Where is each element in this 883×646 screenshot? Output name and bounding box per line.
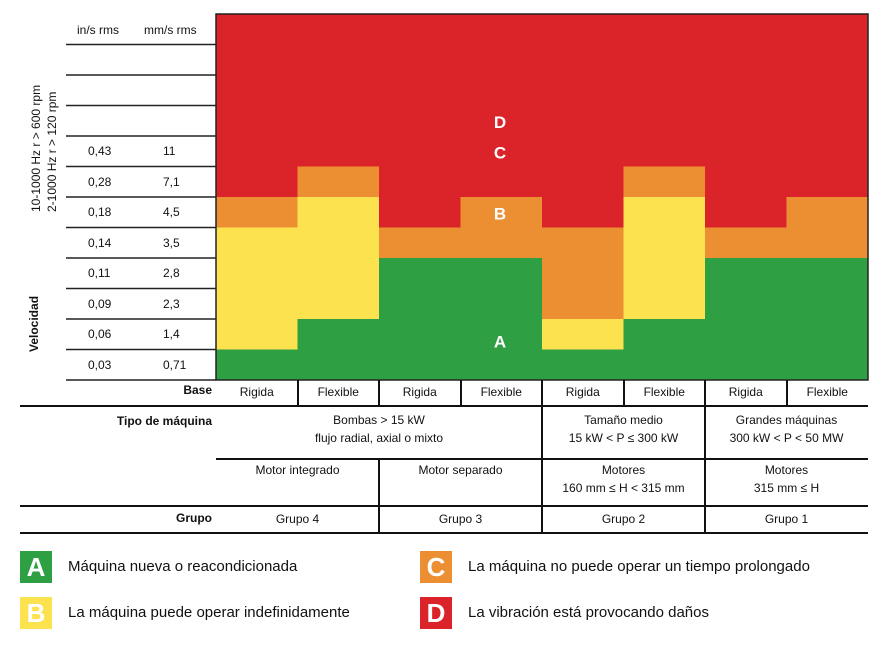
table-divider-base-7: [785, 380, 788, 405]
axis-label-freq-1: 10-1000 Hz r > 600 rpm: [29, 84, 43, 212]
legend-swatch-a: A: [20, 551, 52, 583]
threshold-mm-6: 1,4: [163, 327, 180, 341]
threshold-mm-0: 11: [163, 144, 176, 158]
base-cell-7: Flexible: [806, 385, 848, 399]
legend-text-b: La máquina puede operar indefinidamente: [68, 604, 350, 621]
table-divider-base-1: [296, 380, 299, 405]
table-divider-base-5: [622, 380, 625, 405]
zone-c-col-3: [460, 197, 542, 258]
table-line-motor-bottom: [20, 505, 868, 507]
table-divider-group-2: [541, 458, 543, 532]
legend-text-a: Máquina nueva o reacondicionada: [68, 558, 298, 575]
legend-text-d: La vibración está provocando daños: [468, 604, 709, 621]
base-cell-5: Flexible: [643, 385, 685, 399]
base-cell-3: Flexible: [480, 385, 522, 399]
unit-in-header: in/s rms: [77, 23, 119, 37]
group-cell-1: Grupo 3: [438, 512, 483, 526]
threshold-in-7: 0,03: [88, 357, 112, 372]
zone-c-col-7: [786, 197, 868, 258]
axis-label-freq-2: 2-1000 Hz r > 120 rpm: [45, 91, 59, 212]
zone-d-col-3: [460, 14, 542, 197]
threshold-in-6: 0,06: [88, 327, 112, 341]
zone-c-col-5: [623, 166, 705, 197]
base-cell-2: Rigida: [402, 385, 437, 399]
table-divider-base-3: [459, 380, 462, 405]
legend-swatch-b: B: [20, 597, 52, 629]
threshold-mm-5: 2,3: [163, 296, 180, 311]
zone-label-c: C: [494, 143, 506, 162]
table-divider-group-3: [704, 458, 706, 532]
zone-label-b: B: [494, 204, 506, 223]
table-divider-base-4: [541, 380, 543, 405]
zone-a-col-2: [379, 258, 461, 380]
table-divider-base-2: [378, 380, 380, 405]
zone-a-col-1: [297, 319, 379, 380]
base-row-label: Base: [183, 383, 212, 397]
zone-c-col-0: [216, 197, 298, 228]
threshold-in-3: 0,14: [88, 235, 112, 250]
table-divider-type-2: [704, 405, 706, 458]
zone-d-col-7: [786, 14, 868, 197]
zone-a-col-7: [786, 258, 868, 380]
zone-label-a: A: [494, 332, 506, 351]
zone-d-col-1: [297, 14, 379, 167]
legend-swatch-c: C: [420, 551, 452, 583]
threshold-mm-4: 2,8: [163, 266, 180, 280]
base-cell-6: Rigida: [728, 385, 763, 399]
zone-b-col-5: [623, 197, 705, 319]
machine-type-cell-1: Tamaño medio 15 kW < P ≤ 300 kW: [568, 413, 679, 445]
machine-type-cell-2: Grandes máquinas 300 kW < P < 50 MW: [729, 413, 844, 445]
zone-d-col-5: [623, 14, 705, 167]
zone-a-col-3: [460, 258, 542, 380]
table-line-base-bottom: [20, 405, 868, 407]
group-row-label: Grupo: [176, 511, 212, 525]
zone-c-col-1: [297, 166, 379, 197]
zone-d-col-2: [379, 14, 461, 228]
motor-cell-3: Motores 315 mm ≤ H: [753, 463, 820, 495]
threshold-mm-2: 4,5: [163, 205, 180, 219]
table-divider-group-1: [378, 458, 380, 532]
threshold-mm-7: 0,71: [163, 357, 187, 372]
machine-type-row-label: Tipo de máquina: [116, 414, 212, 428]
zone-a-col-0: [216, 349, 298, 380]
threshold-in-0: 0,43: [88, 144, 112, 158]
zone-a-col-6: [705, 258, 787, 380]
table-divider-type-1: [541, 405, 543, 458]
base-cell-0: Rigida: [239, 385, 274, 399]
motor-cell-0: Motor integrado: [255, 463, 340, 477]
threshold-in-2: 0,18: [88, 205, 112, 219]
zone-label-d: D: [494, 113, 506, 132]
zone-b-col-1: [297, 197, 379, 319]
threshold-in-4: 0,11: [88, 266, 111, 280]
table-divider-base-6: [704, 380, 706, 405]
zone-c-col-4: [542, 227, 624, 319]
axis-label-velocity: Velocidad: [27, 295, 41, 352]
table-line-group-bottom: [20, 532, 868, 534]
motor-cell-2: Motores 160 mm ≤ H < 315 mm: [562, 463, 685, 495]
legend-text-c: La máquina no puede operar un tiempo pro…: [468, 558, 810, 575]
motor-cell-1: Motor separado: [418, 463, 503, 477]
group-cell-3: Grupo 1: [764, 512, 809, 526]
unit-mm-header: mm/s rms: [144, 23, 197, 37]
base-cell-1: Flexible: [317, 385, 359, 399]
threshold-mm-3: 3,5: [163, 235, 180, 250]
base-cell-4: Rigida: [565, 385, 600, 399]
threshold-in-1: 0,28: [88, 174, 112, 189]
zone-b-col-0: [216, 227, 298, 350]
group-cell-2: Grupo 2: [601, 512, 646, 526]
zone-a-col-5: [623, 319, 705, 380]
zone-d-col-4: [542, 14, 624, 228]
group-cell-0: Grupo 4: [275, 512, 320, 526]
zone-d-col-0: [216, 14, 298, 197]
zone-b-col-4: [542, 319, 624, 350]
threshold-mm-1: 7,1: [163, 174, 180, 189]
machine-type-cell-0: Bombas > 15 kW flujo radial, axial o mixt…: [314, 413, 444, 445]
threshold-in-5: 0,09: [88, 296, 112, 311]
zone-a-col-4: [542, 349, 624, 380]
legend-swatch-d: D: [420, 597, 452, 629]
zone-d-col-6: [705, 14, 787, 228]
